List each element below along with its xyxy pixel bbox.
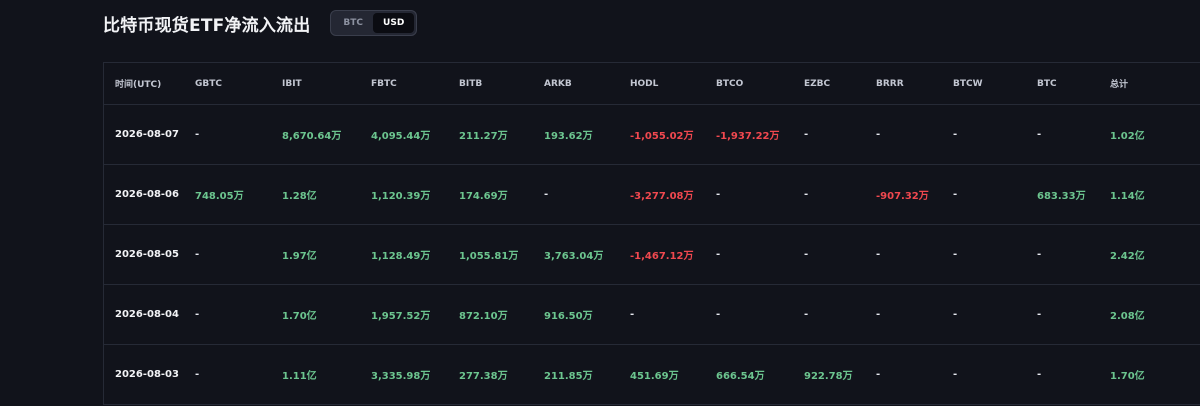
flow-cell: 2.42亿 [1110, 251, 1145, 262]
flow-cell: 1,120.39万 [371, 191, 431, 202]
column-header: FBTC [371, 78, 397, 89]
table-row: 2026-08-04 - 1.70亿 1,957.52万 872.10万 916.50万 -… [104, 285, 1200, 345]
flow-cell: 1.11亿 [282, 371, 317, 382]
column-header: HODL [630, 78, 659, 89]
column-header: GBTC [195, 78, 222, 89]
flow-cell: 174.69万 [459, 191, 508, 202]
toggle-usd[interactable]: USD [373, 13, 415, 33]
flow-cell: - [544, 189, 549, 200]
flow-cell: 1.97亿 [282, 251, 317, 262]
flow-cell: 922.78万 [804, 371, 853, 382]
flow-cell: - [195, 369, 200, 380]
flow-cell: - [804, 189, 809, 200]
flow-cell: 211.85万 [544, 371, 593, 382]
table-body: 2026-08-07 - 8,670.64万 4,095.44万 211.27万 193.… [104, 105, 1200, 405]
flow-cell: - [876, 129, 881, 140]
flow-cell: -907.32万 [876, 191, 929, 202]
flow-cell: 3,763.04万 [544, 251, 604, 262]
flow-cell: 1,128.49万 [371, 251, 431, 262]
flow-cell: 4,095.44万 [371, 131, 431, 142]
flow-cell: -1,467.12万 [630, 251, 694, 262]
flow-cell: 916.50万 [544, 311, 593, 322]
flow-cell: - [1037, 129, 1042, 140]
column-header: BTCO [716, 78, 744, 89]
flow-cell: - [804, 309, 809, 320]
date-cell: 2026-08-07 [115, 129, 179, 140]
flow-cell: 1,055.81万 [459, 251, 519, 262]
flow-cell: 1.28亿 [282, 191, 317, 202]
flow-cell: - [953, 129, 958, 140]
flow-cell: - [1037, 249, 1042, 260]
flow-cell: - [953, 309, 958, 320]
table-row: 2026-08-06 748.05万 1.28亿 1,120.39万 174.69万 - -… [104, 165, 1200, 225]
flow-cell: -1,055.02万 [630, 131, 694, 142]
flow-cell: 2.08亿 [1110, 311, 1145, 322]
flow-cell: 683.33万 [1037, 191, 1086, 202]
flow-cell: - [953, 369, 958, 380]
toggle-btc[interactable]: BTC [343, 18, 364, 28]
page-header: 比特币现货ETF净流入流出 BTC USD [103, 10, 418, 36]
flow-cell: 1.70亿 [1110, 371, 1145, 382]
flow-cell: - [804, 249, 809, 260]
flow-cell: - [1037, 309, 1042, 320]
column-header: BITB [459, 78, 483, 89]
etf-flow-table: 时间(UTC) GBTC IBIT FBTC BITB ARKB HODL BTCO EZBC B… [104, 62, 1200, 405]
flow-cell: 1.14亿 [1110, 191, 1145, 202]
date-cell: 2026-08-05 [115, 249, 179, 260]
table-row: 2026-08-03 - 1.11亿 3,335.98万 277.38万 211.85万 4… [104, 345, 1200, 405]
unit-toggle[interactable]: BTC USD [330, 10, 418, 36]
flow-cell: - [716, 249, 721, 260]
flow-cell: - [1037, 369, 1042, 380]
flow-cell: - [876, 369, 881, 380]
column-header: ARKB [544, 78, 572, 89]
table-header-row: 时间(UTC) GBTC IBIT FBTC BITB ARKB HODL BTCO EZBC B… [104, 62, 1200, 105]
column-header: BRRR [876, 78, 904, 89]
flow-cell: 8,670.64万 [282, 131, 342, 142]
table-row: 2026-08-07 - 8,670.64万 4,095.44万 211.27万 193.… [104, 105, 1200, 165]
page-title: 比特币现货ETF净流入流出 [103, 15, 311, 36]
flow-cell: - [630, 309, 635, 320]
etf-flow-table-container: 时间(UTC) GBTC IBIT FBTC BITB ARKB HODL BTCO EZBC B… [103, 62, 1200, 405]
flow-cell: - [876, 309, 881, 320]
flow-cell: 3,335.98万 [371, 371, 431, 382]
date-cell: 2026-08-06 [115, 189, 179, 200]
column-header: 时间(UTC) [115, 80, 162, 90]
flow-cell: 1.02亿 [1110, 131, 1145, 142]
flow-cell: 451.69万 [630, 371, 679, 382]
flow-cell: 277.38万 [459, 371, 508, 382]
flow-cell: - [953, 249, 958, 260]
flow-cell: - [876, 249, 881, 260]
date-cell: 2026-08-03 [115, 369, 179, 380]
flow-cell: 1,957.52万 [371, 311, 431, 322]
column-header: EZBC [804, 78, 831, 89]
flow-cell: - [195, 309, 200, 320]
flow-cell: 1.70亿 [282, 311, 317, 322]
table-row: 2026-08-05 - 1.97亿 1,128.49万 1,055.81万 3,763.… [104, 225, 1200, 285]
date-cell: 2026-08-04 [115, 309, 179, 320]
flow-cell: 748.05万 [195, 191, 244, 202]
column-header: IBIT [282, 78, 302, 89]
flow-cell: 666.54万 [716, 371, 765, 382]
flow-cell: -3,277.08万 [630, 191, 694, 202]
flow-cell: - [953, 189, 958, 200]
flow-cell: 211.27万 [459, 131, 508, 142]
flow-cell: - [195, 249, 200, 260]
flow-cell: 193.62万 [544, 131, 593, 142]
column-header: BTC [1037, 78, 1057, 89]
column-header: BTCW [953, 78, 983, 89]
flow-cell: - [716, 189, 721, 200]
flow-cell: -1,937.22万 [716, 131, 780, 142]
flow-cell: - [195, 129, 200, 140]
flow-cell: - [716, 309, 721, 320]
flow-cell: 872.10万 [459, 311, 508, 322]
column-header: 总计 [1110, 80, 1129, 90]
flow-cell: - [804, 129, 809, 140]
